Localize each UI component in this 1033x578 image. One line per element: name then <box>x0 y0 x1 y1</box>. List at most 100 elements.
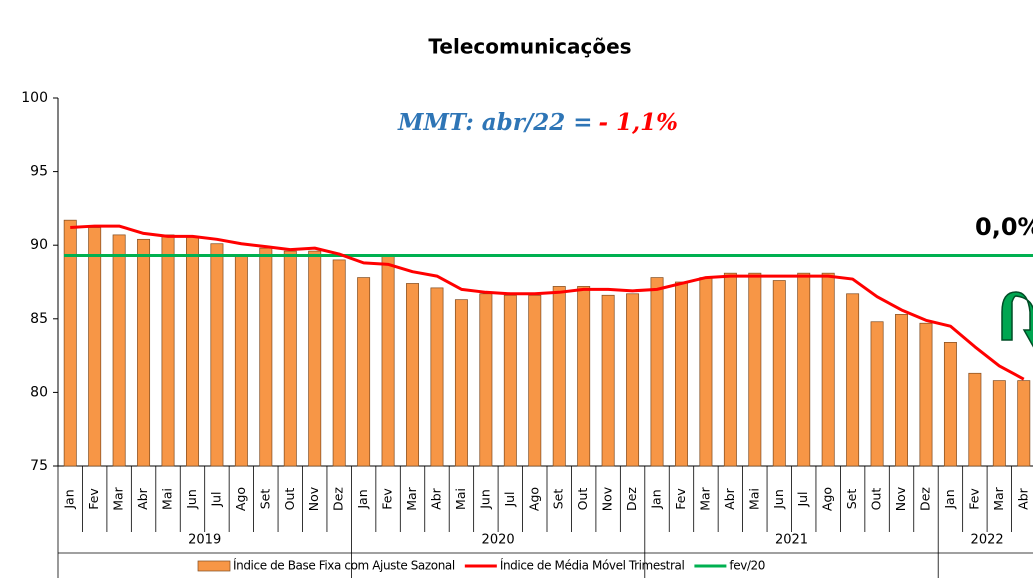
year-label: 2020 <box>482 533 515 548</box>
bar <box>821 272 835 467</box>
x-tick-label: Jul <box>795 491 810 507</box>
bar <box>650 277 664 467</box>
x-tick-label: Nov <box>893 486 908 511</box>
x-tick-label: Jan <box>942 489 957 509</box>
y-tick-label: 95 <box>30 164 48 180</box>
y-tick-label: 75 <box>30 458 48 474</box>
x-tick-label: Jun <box>477 489 492 510</box>
x-tick-label: Abr <box>135 487 150 509</box>
x-tick-label: Ago <box>820 487 835 511</box>
annotation-value: - 1,1% <box>599 109 678 136</box>
year-label: 2022 <box>971 533 1004 548</box>
x-tick-label: Fev <box>380 488 395 510</box>
x-tick-label: Set <box>257 489 272 510</box>
x-tick-label: Out <box>282 488 297 511</box>
y-tick-label: 80 <box>30 384 48 400</box>
bar <box>919 322 933 467</box>
x-tick-label: Abr <box>722 487 737 509</box>
year-label: 2021 <box>775 533 808 548</box>
bar <box>895 314 908 467</box>
arrow <box>1001 291 1033 348</box>
bar <box>626 293 640 467</box>
x-tick-label: Jul <box>502 491 517 507</box>
bar <box>332 259 346 467</box>
bar <box>675 281 688 467</box>
x-tick-label: Jan <box>649 489 664 509</box>
bar <box>479 293 493 467</box>
x-tick-label: Jan <box>62 489 77 509</box>
bar <box>161 234 175 467</box>
x-tick-label: Dez <box>624 487 639 511</box>
x-tick-label: Jun <box>184 489 199 510</box>
x-tick-label: Mar <box>111 486 126 510</box>
bar <box>772 280 786 467</box>
bar <box>357 277 371 467</box>
annotation-text: MMT: abr/22 = <box>397 109 593 136</box>
bar <box>259 247 273 467</box>
bar <box>112 234 126 467</box>
legend-label: Índice de Média Móvel Trimestral <box>500 558 685 573</box>
bar <box>381 255 395 467</box>
x-tick-label: Nov <box>600 486 615 511</box>
x-tick-label: Fev <box>673 488 688 510</box>
bar <box>552 286 566 467</box>
bar <box>63 219 77 467</box>
bar <box>699 277 713 467</box>
x-tick-label: Ago <box>526 487 541 511</box>
bar <box>308 250 322 467</box>
x-tick-label: Jul <box>208 491 223 507</box>
bar <box>797 272 811 467</box>
x-tick-label: Nov <box>306 486 321 511</box>
bar <box>283 250 297 467</box>
y-tick-label: 85 <box>30 311 48 327</box>
bar <box>577 286 591 467</box>
bar <box>406 283 419 467</box>
x-tick-label: Abr <box>428 487 443 509</box>
bar <box>601 294 615 467</box>
x-tick-label: Fev <box>86 488 101 510</box>
chart-title: Telecomunicações <box>428 35 631 59</box>
bar <box>137 238 151 467</box>
x-tick-label: Mai <box>160 488 175 510</box>
bar <box>88 227 102 467</box>
bar <box>528 294 542 467</box>
x-tick-label: Out <box>575 488 590 511</box>
bar <box>234 255 248 467</box>
x-tick-label: Mar <box>697 486 712 510</box>
bar <box>454 299 468 467</box>
bar <box>943 342 957 467</box>
bar <box>968 372 982 467</box>
bar <box>992 380 1006 467</box>
y-tick-label: 100 <box>21 90 48 106</box>
bar <box>723 272 737 467</box>
x-tick-label: Mar <box>991 486 1006 510</box>
x-tick-label: Abr <box>1015 487 1030 509</box>
x-tick-label: Ago <box>233 487 248 511</box>
x-tick-label: Dez <box>917 487 932 511</box>
x-tick-label: Fev <box>966 488 981 510</box>
x-tick-label: Mar <box>404 486 419 510</box>
x-tick-label: Jan <box>355 489 370 509</box>
annotation-mmt: MMT: abr/22 = - 1,1% <box>397 109 678 136</box>
legend-label: Índice de Base Fixa com Ajuste Sazonal <box>233 558 455 573</box>
bar <box>1017 380 1031 467</box>
legend-swatch <box>197 560 231 572</box>
bar <box>186 236 199 467</box>
x-tick-label: Mai <box>453 488 468 510</box>
annotation-ref: 0,0% <box>975 213 1033 241</box>
y-tick-label: 90 <box>30 237 48 253</box>
legend-label: fev/20 <box>729 559 765 573</box>
year-label: 2019 <box>188 533 221 548</box>
bar <box>503 294 517 467</box>
bar <box>870 321 884 467</box>
x-tick-label: Out <box>869 488 884 511</box>
line <box>70 224 1025 381</box>
bar <box>846 293 860 467</box>
bar <box>430 287 444 467</box>
x-tick-label: Dez <box>331 487 346 511</box>
bar <box>210 243 224 467</box>
x-tick-label: Jun <box>771 489 786 510</box>
x-tick-label: Set <box>551 489 566 510</box>
bar <box>748 272 762 467</box>
